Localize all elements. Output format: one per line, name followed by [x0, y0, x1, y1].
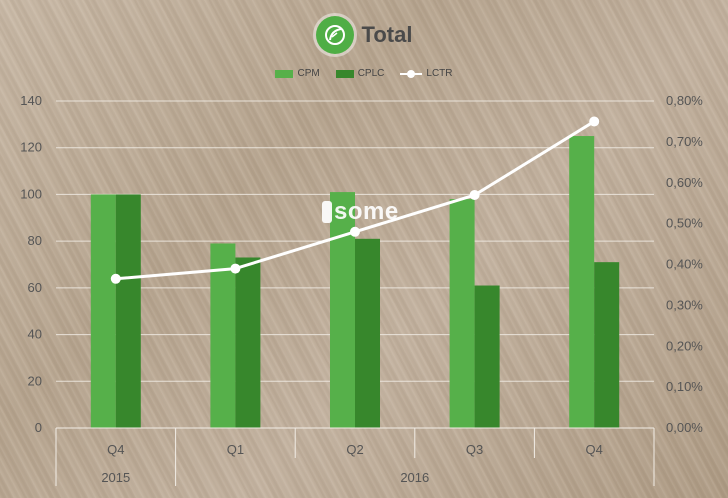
x-tick-label: Q1 [227, 442, 244, 457]
y2-tick-label: 0,70% [666, 134, 703, 149]
x-tick-label: Q4 [586, 442, 603, 457]
point-lctr [589, 116, 600, 127]
legend-label-lctr: LCTR [426, 68, 453, 79]
legend-label-cplc: CPLC [357, 68, 385, 79]
y2-tick-label: 0,60% [666, 175, 703, 190]
bar-cpm [210, 243, 236, 428]
bar-cplc [474, 285, 500, 428]
watermark-text: some [334, 198, 399, 225]
bar-cplc [115, 194, 141, 428]
y2-tick-label: 0,30% [666, 297, 703, 312]
chart-title: Total [361, 22, 413, 47]
legend-item-lctr: LCTR [400, 68, 453, 79]
y-tick-label: 40 [28, 327, 42, 342]
y-tick-label: 80 [28, 233, 42, 248]
x-group-label: 2016 [400, 470, 429, 485]
y2-tick-label: 0,20% [666, 338, 703, 353]
y2-tick-label: 0,10% [666, 379, 703, 394]
legend-item-cpm: CPM [275, 68, 320, 79]
bar-cplc [235, 257, 261, 428]
bar-cpm [449, 199, 475, 428]
y-tick-label: 60 [28, 280, 42, 295]
chart-title-block: Total [0, 16, 728, 54]
legend-swatch-cplc [335, 69, 354, 78]
y-tick-label: 100 [20, 186, 42, 201]
y-tick-label: 140 [20, 93, 42, 108]
legend-swatch-lctr [400, 69, 423, 79]
y-tick-label: 20 [28, 373, 42, 388]
y2-tick-label: 0,00% [666, 420, 703, 435]
y-tick-label: 120 [20, 140, 42, 155]
leaf-logo-icon [315, 16, 354, 54]
x-tick-label: Q2 [346, 442, 363, 457]
bar-cplc [594, 262, 620, 428]
y2-tick-label: 0,80% [666, 93, 703, 108]
point-lctr [350, 226, 360, 237]
bar-cpm [569, 136, 595, 429]
y-tick-label: 0 [35, 420, 42, 435]
point-lctr [469, 190, 480, 201]
legend-swatch-cpm [275, 69, 294, 78]
watermark-logo-icon [322, 201, 332, 223]
bar-cpm [330, 192, 355, 428]
y2-tick-label: 0,40% [666, 257, 703, 272]
bar-cpm [90, 194, 116, 428]
x-group-label: 2015 [101, 470, 130, 485]
y2-tick-label: 0,50% [666, 216, 703, 231]
x-tick-label: Q4 [107, 442, 124, 457]
point-lctr [110, 273, 121, 284]
x-tick-label: Q3 [466, 442, 483, 457]
legend-label-cpm: CPM [297, 68, 320, 79]
legend-item-cplc: CPLC [335, 68, 385, 79]
chart-legend: CPM CPLC LCTR [0, 68, 728, 79]
watermark: some [322, 198, 399, 226]
bar-cplc [355, 238, 380, 428]
point-lctr [230, 263, 241, 274]
